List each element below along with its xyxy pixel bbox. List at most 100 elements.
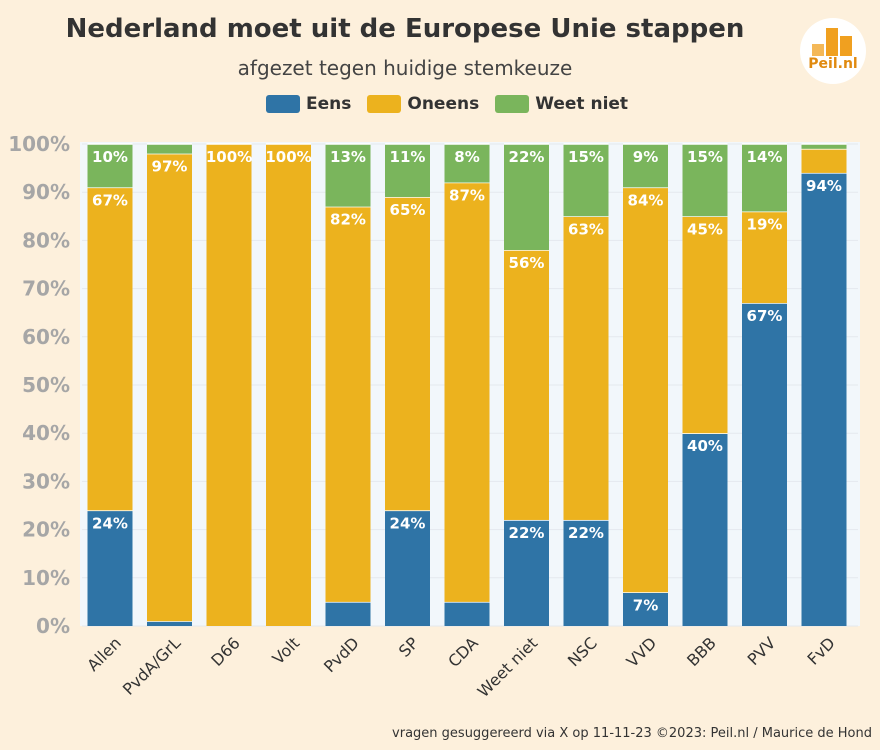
logo-text: Peil.nl: [808, 56, 858, 72]
x-tick-label: Volt: [269, 633, 304, 668]
bar-oneens: [742, 211, 787, 304]
y-tick-label: 40%: [22, 421, 70, 445]
logo-bars-icon: [812, 28, 854, 56]
data-label: 22%: [509, 524, 545, 542]
data-label: 65%: [390, 201, 426, 219]
data-label: 10%: [92, 148, 128, 166]
data-label: 24%: [92, 514, 128, 532]
data-label: 100%: [206, 148, 252, 166]
data-label: 24%: [390, 514, 426, 532]
data-label: 84%: [628, 191, 664, 209]
bar-weet-niet: [444, 144, 490, 183]
x-tick-label: Allen: [83, 633, 125, 675]
x-tick-label: FvD: [803, 633, 838, 668]
y-tick-label: 100%: [8, 132, 70, 156]
data-label: 11%: [390, 148, 426, 166]
y-tick-label: 20%: [22, 518, 70, 542]
chart-title: Nederland moet uit de Europese Unie stap…: [65, 14, 745, 44]
x-tick-label: SP: [395, 633, 423, 661]
data-label: 15%: [568, 148, 604, 166]
y-tick-label: 30%: [22, 469, 70, 493]
data-label: 87%: [449, 187, 485, 205]
legend-item-eens: Eens: [266, 94, 351, 114]
footer-credit: vragen gesuggereerd via X op 11-11-23 ©2…: [392, 726, 872, 741]
data-label: 8%: [454, 148, 479, 166]
bar-eens: [742, 303, 787, 626]
bar-oneens: [504, 250, 549, 520]
bar-weet-niet: [563, 144, 609, 217]
x-tick-label: NSC: [564, 633, 601, 670]
bar-eens: [801, 172, 847, 627]
data-label: 100%: [265, 148, 311, 166]
data-label: 45%: [687, 220, 723, 238]
bar-eens: [623, 592, 668, 626]
x-tick-label: VVD: [623, 633, 661, 671]
x-tick-label: PvdD: [320, 633, 363, 676]
bar-oneens: [87, 187, 133, 511]
x-tick-label: PVV: [744, 633, 780, 669]
legend: Eens Oneens Weet niet: [266, 94, 644, 114]
bar-oneens: [266, 144, 311, 626]
legend-label-oneens: Oneens: [407, 94, 480, 114]
bar-eens: [147, 621, 192, 626]
y-tick-label: 80%: [22, 228, 70, 252]
legend-label-eens: Eens: [306, 94, 352, 114]
data-label: 82%: [330, 211, 366, 229]
bar-oneens: [801, 148, 847, 173]
data-label: 13%: [330, 148, 366, 166]
bar-oneens: [206, 144, 252, 626]
y-tick-label: 10%: [22, 566, 70, 590]
bar-oneens: [325, 206, 371, 602]
data-label: 7%: [633, 596, 658, 614]
chart-subtitle: afgezet tegen huidige stemkeuze: [237, 56, 573, 80]
data-label: 63%: [568, 220, 604, 238]
bar-eens: [87, 510, 133, 626]
data-label: 40%: [687, 437, 723, 455]
data-label: 67%: [747, 307, 783, 325]
bar-weet-niet: [147, 144, 192, 154]
legend-swatch-weet-niet: [495, 95, 530, 113]
legend-swatch-eens: [266, 95, 300, 113]
legend-item-weet-niet: Weet niet: [495, 94, 628, 114]
bar-weet-niet: [682, 144, 728, 217]
y-tick-label: 70%: [22, 277, 70, 301]
x-tick-label: CDA: [444, 633, 482, 671]
data-label: 56%: [509, 254, 545, 272]
bar-eens: [325, 601, 371, 626]
bar-oneens: [444, 182, 490, 602]
x-tick-label: D66: [207, 633, 244, 670]
y-tick-label: 50%: [22, 373, 70, 397]
x-tick-label: PvdA/GrL: [119, 633, 184, 698]
bar-oneens: [563, 216, 609, 520]
bar-weet-niet: [504, 144, 549, 251]
bar-weet-niet: [801, 144, 847, 149]
data-label: 22%: [568, 524, 604, 542]
data-label: 14%: [747, 148, 783, 166]
data-label: 97%: [152, 158, 188, 176]
data-label: 67%: [92, 191, 128, 209]
bar-weet-niet: [623, 144, 668, 188]
data-label: 94%: [806, 177, 842, 195]
y-tick-label: 0%: [36, 614, 70, 638]
data-label: 9%: [633, 148, 658, 166]
y-tick-label: 60%: [22, 325, 70, 349]
data-label: 15%: [687, 148, 723, 166]
bar-eens: [563, 519, 609, 626]
bar-weet-niet: [325, 144, 371, 207]
bar-oneens: [682, 216, 728, 434]
data-label: 22%: [509, 148, 545, 166]
legend-item-oneens: Oneens: [367, 94, 479, 114]
bar-oneens: [147, 153, 192, 622]
bar-oneens: [623, 187, 668, 593]
bar-weet-niet: [385, 144, 430, 198]
y-tick-label: 90%: [22, 180, 70, 204]
legend-label-weet-niet: Weet niet: [535, 94, 629, 114]
x-tick-label: Weet niet: [474, 633, 542, 701]
bar-weet-niet: [742, 144, 787, 212]
x-tick-label: BBB: [683, 633, 720, 670]
data-label: 19%: [747, 215, 783, 233]
bar-eens: [504, 519, 549, 626]
bar-weet-niet: [87, 144, 133, 188]
peil-logo: Peil.nl: [800, 18, 866, 84]
